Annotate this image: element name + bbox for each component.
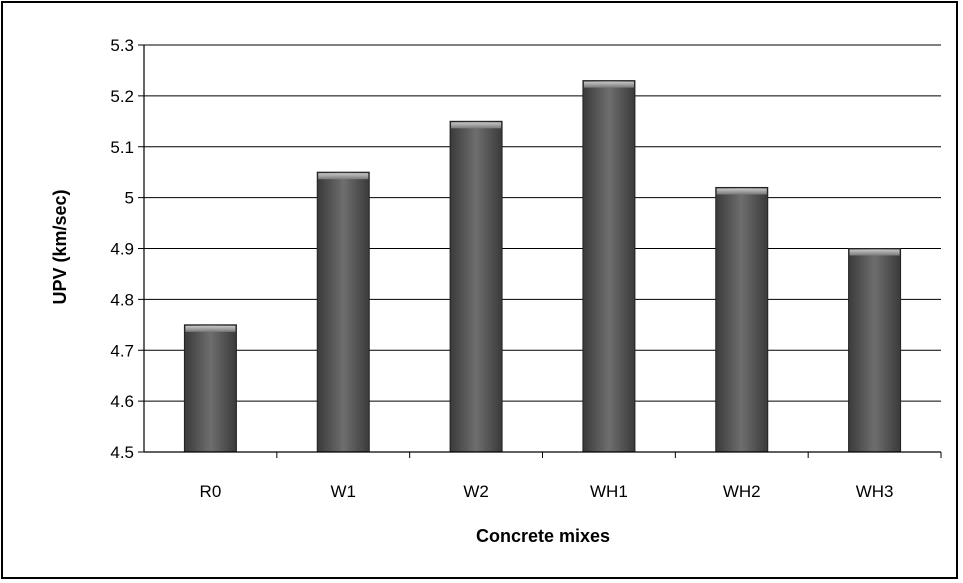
x-axis-title: Concrete mixes bbox=[476, 526, 610, 546]
bar-w1 bbox=[316, 171, 370, 453]
gridlines bbox=[144, 44, 941, 453]
y-axis-title: UPV (km/sec) bbox=[50, 189, 70, 304]
bar-wh1 bbox=[582, 80, 636, 453]
y-tick-label: 5.1 bbox=[110, 138, 134, 157]
axes bbox=[138, 44, 942, 458]
y-tick-label: 5.2 bbox=[110, 87, 134, 106]
bar-cap bbox=[318, 173, 369, 180]
bars bbox=[183, 80, 902, 453]
x-tick-label: W2 bbox=[463, 482, 489, 501]
y-tick-labels: 4.5 4.6 4.7 4.8 4.9 5 5.1 5.2 5.3 bbox=[110, 36, 134, 462]
bar-r0 bbox=[183, 324, 237, 453]
x-tick-labels: R0 W1 W2 WH1 WH2 WH3 bbox=[200, 482, 894, 501]
bar-wh2 bbox=[715, 186, 769, 453]
x-tick-label: W1 bbox=[331, 482, 357, 501]
bar-w2 bbox=[449, 120, 503, 453]
y-tick-label: 4.7 bbox=[110, 341, 134, 360]
bar bbox=[183, 324, 237, 453]
bar-cap bbox=[185, 325, 236, 332]
x-tick-label: R0 bbox=[200, 482, 222, 501]
bar-cap bbox=[583, 81, 634, 88]
bar-cap bbox=[716, 188, 767, 195]
bar-cap bbox=[451, 122, 502, 129]
y-tick-label: 5.3 bbox=[110, 36, 134, 55]
bar bbox=[582, 80, 636, 453]
y-tick-label: 4.9 bbox=[110, 240, 134, 259]
x-tick-label: WH3 bbox=[856, 482, 894, 501]
y-tick-label: 4.6 bbox=[110, 392, 134, 411]
y-tick-label: 5 bbox=[125, 189, 134, 208]
y-tick-label: 4.5 bbox=[110, 443, 134, 462]
bar bbox=[449, 120, 503, 453]
bar-cap bbox=[849, 249, 900, 256]
bar bbox=[715, 186, 769, 453]
x-tick-label: WH1 bbox=[590, 482, 628, 501]
bar-wh3 bbox=[848, 248, 902, 453]
x-tick-label: WH2 bbox=[723, 482, 761, 501]
bar bbox=[848, 248, 902, 453]
y-tick-label: 4.8 bbox=[110, 290, 134, 309]
bar bbox=[316, 171, 370, 453]
